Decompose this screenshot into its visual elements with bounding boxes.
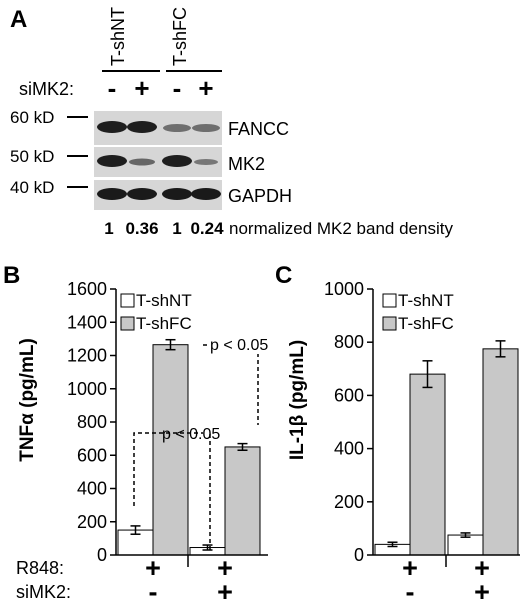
y-tick-label: 800: [77, 412, 107, 432]
simk2-sign: +: [474, 577, 490, 603]
panel-c: C IL-1β (pg/mL) 0 200 400 600 800 1000 T-shNT…: [275, 262, 520, 567]
significance-brackets: p < 0.05 p < 0.05: [133, 336, 282, 550]
bars: [117, 344, 261, 556]
simk2-sign: -: [173, 73, 182, 103]
y-tick-label: 1600: [67, 279, 107, 299]
legend: T-shNT T-shFC: [120, 291, 192, 333]
blot-band: [191, 188, 221, 200]
panel-a-label: A: [10, 6, 27, 33]
simk2-row-label: siMK2:: [16, 582, 71, 602]
legend-label-shfc: T-shFC: [136, 314, 192, 333]
simk2-sign: +: [134, 73, 149, 103]
marker-label: 40 kD: [10, 178, 54, 197]
r848-sign: +: [217, 553, 233, 583]
marker-label: 50 kD: [10, 147, 54, 166]
error-bars: [387, 340, 506, 548]
significance-bracket: [203, 344, 259, 425]
significance-bracket: [133, 432, 203, 506]
y-tick-label: 200: [77, 512, 107, 532]
r848-sign: +: [474, 553, 490, 583]
panel-b-label: B: [3, 262, 20, 289]
y-tick-label: 1000: [67, 379, 107, 399]
simk2-row-label: siMK2:: [19, 79, 74, 99]
legend-label-shnt: T-shNT: [398, 291, 454, 310]
y-tick-label: 600: [77, 445, 107, 465]
y-tick-label: 800: [334, 332, 364, 352]
density-value: 1: [104, 219, 113, 238]
blot-band: [127, 121, 157, 133]
legend-swatch-shfc: [382, 316, 397, 331]
bar-t-shfc: [152, 344, 189, 556]
legend-swatch-shnt: [120, 293, 135, 308]
condition-table: R848: siMK2: + + - + + + - +: [16, 553, 490, 603]
bar-t-shfc: [224, 446, 261, 556]
blot-band: [162, 188, 192, 200]
blot-band: [97, 121, 127, 133]
density-value: 1: [172, 219, 181, 238]
legend-label-shnt: T-shNT: [136, 291, 192, 310]
simk2-sign: -: [406, 577, 415, 603]
y-tick-label: 0: [354, 545, 364, 565]
blot-band: [127, 188, 157, 200]
simk2-sign: +: [217, 577, 233, 603]
panel-b: B TNFα (pg/mL) 0 200 400 600 800 1000 1200 1400…: [3, 262, 282, 567]
annotation-background: [208, 336, 282, 354]
blot-band: [129, 158, 155, 166]
group-label-shnt: T-shNT: [108, 7, 128, 66]
panel-c-label: C: [275, 262, 292, 289]
p-value-annotation: p < 0.05: [162, 426, 220, 443]
blot-band: [192, 124, 220, 132]
blot-mk2: [94, 147, 222, 177]
y-tick-label: 200: [334, 492, 364, 512]
y-axis: 0 200 400 600 800 1000 1200 1400 1600: [67, 279, 116, 565]
bar-t-shnt: [447, 534, 484, 556]
blot-band: [97, 188, 127, 200]
y-axis-title: IL-1β (pg/mL): [287, 340, 308, 460]
y-tick-label: 400: [334, 439, 364, 459]
band-label-gapdh: GAPDH: [228, 186, 292, 206]
panel-a: A T-shNT T-shFC siMK2: - + - + 60 kD 50 …: [10, 6, 453, 238]
legend-label-shfc: T-shFC: [398, 314, 454, 333]
error-bars: [130, 338, 248, 551]
y-tick-label: 1000: [324, 279, 364, 299]
p-value-annotation: p < 0.05: [210, 337, 268, 354]
density-value: 0.24: [190, 219, 224, 238]
simk2-sign: -: [149, 577, 158, 603]
y-tick-label: 1200: [67, 346, 107, 366]
y-tick-label: 600: [334, 385, 364, 405]
simk2-sign: +: [198, 73, 213, 103]
legend: T-shNT T-shFC: [382, 291, 454, 333]
density-value: 0.36: [125, 219, 158, 238]
bar-t-shfc: [409, 373, 446, 556]
blot-gapdh: [94, 180, 222, 210]
y-axis-title: TNFα (pg/mL): [17, 338, 38, 462]
legend-swatch-shnt: [382, 293, 397, 308]
r848-row-label: R848:: [16, 558, 64, 578]
blot-band: [194, 159, 218, 165]
r848-sign: +: [402, 553, 418, 583]
density-caption: normalized MK2 band density: [229, 219, 453, 238]
blot-band: [97, 155, 127, 167]
y-axis: 0 200 400 600 800 1000: [324, 279, 373, 565]
marker-label: 60 kD: [10, 108, 54, 127]
blot-fancc: [94, 111, 222, 145]
simk2-sign: -: [108, 73, 117, 103]
y-tick-label: 400: [77, 479, 107, 499]
band-label-mk2: MK2: [228, 154, 265, 174]
legend-swatch-shfc: [120, 316, 135, 331]
band-label-fancc: FANCC: [228, 119, 289, 139]
blot-band: [163, 124, 191, 132]
y-tick-label: 1400: [67, 312, 107, 332]
y-tick-label: 0: [97, 545, 107, 565]
group-label-shfc: T-shFC: [170, 7, 190, 66]
bars: [374, 348, 519, 556]
blot-band: [162, 155, 192, 167]
r848-sign: +: [145, 553, 161, 583]
bar-t-shfc: [482, 348, 519, 556]
